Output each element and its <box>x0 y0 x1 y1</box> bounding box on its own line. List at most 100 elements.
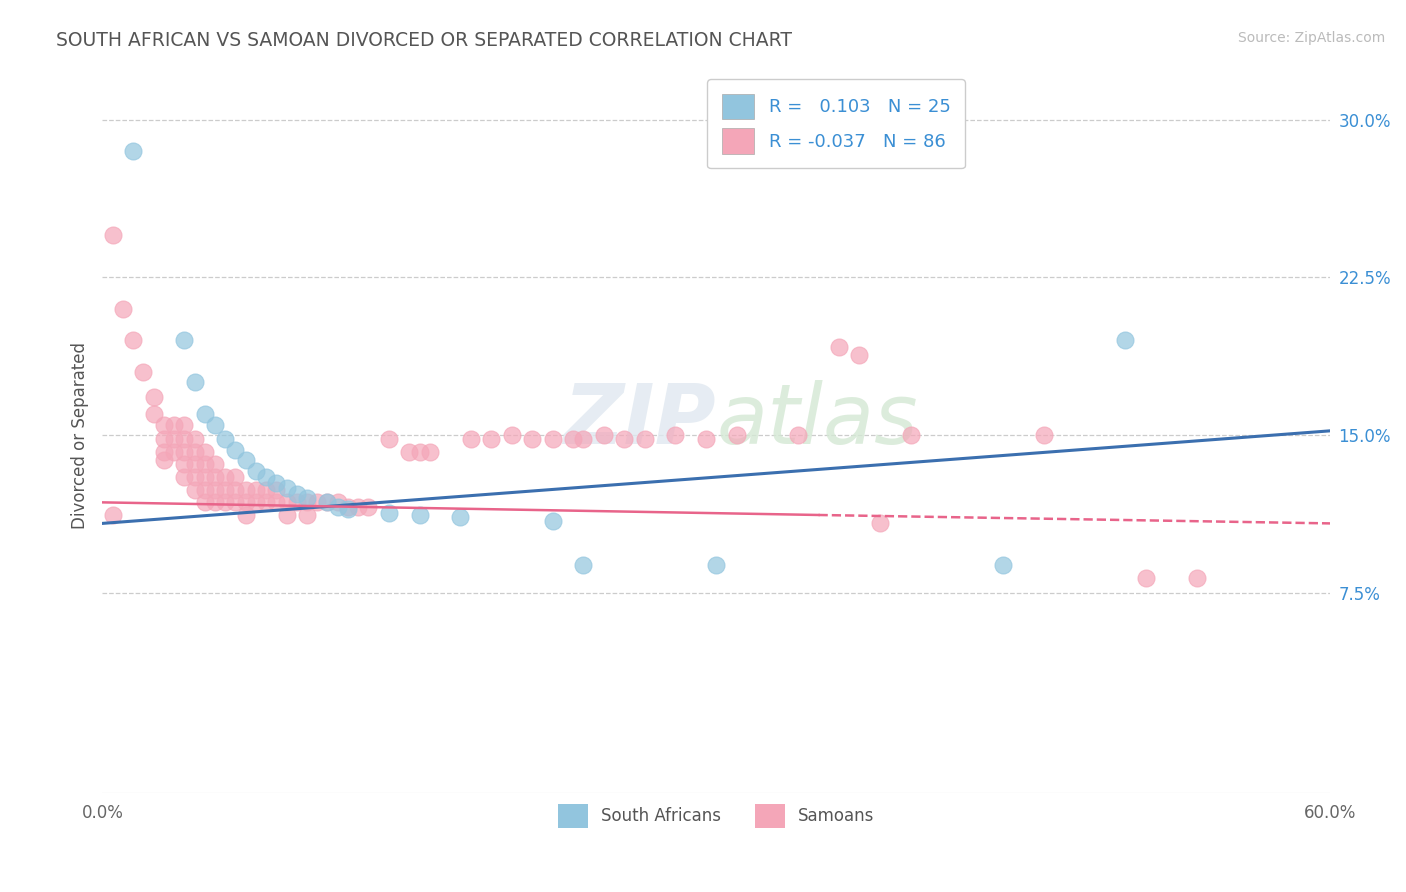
Point <box>245 495 267 509</box>
Point <box>224 495 246 509</box>
Point <box>214 483 236 497</box>
Text: ZIP: ZIP <box>564 380 716 461</box>
Point <box>204 458 226 472</box>
Point <box>163 445 186 459</box>
Point <box>183 445 205 459</box>
Point <box>142 390 165 404</box>
Point <box>122 144 145 158</box>
Point <box>285 495 308 509</box>
Point <box>153 417 176 432</box>
Point <box>101 228 124 243</box>
Point <box>541 432 564 446</box>
Point <box>204 417 226 432</box>
Point <box>991 558 1014 573</box>
Point <box>398 445 420 459</box>
Point <box>378 506 401 520</box>
Point <box>183 376 205 390</box>
Point <box>592 428 614 442</box>
Point <box>224 442 246 457</box>
Point <box>173 417 195 432</box>
Point <box>828 340 851 354</box>
Point <box>336 501 359 516</box>
Point <box>235 453 257 467</box>
Point <box>183 432 205 446</box>
Point <box>848 348 870 362</box>
Point <box>194 495 217 509</box>
Point <box>224 483 246 497</box>
Point <box>633 432 655 446</box>
Point <box>450 510 472 524</box>
Point <box>235 508 257 522</box>
Point <box>266 495 288 509</box>
Point <box>520 432 543 446</box>
Point <box>214 495 236 509</box>
Point <box>787 428 810 442</box>
Point <box>142 407 165 421</box>
Point <box>316 495 339 509</box>
Point <box>194 483 217 497</box>
Point <box>562 432 585 446</box>
Point <box>194 445 217 459</box>
Point <box>347 500 370 514</box>
Point <box>307 495 329 509</box>
Point <box>235 495 257 509</box>
Point <box>725 428 748 442</box>
Point <box>695 432 717 446</box>
Point <box>357 500 380 514</box>
Point <box>336 500 359 514</box>
Point <box>900 428 922 442</box>
Point <box>224 470 246 484</box>
Point <box>266 476 288 491</box>
Point <box>1032 428 1054 442</box>
Point <box>132 365 155 379</box>
Point <box>214 470 236 484</box>
Point <box>572 558 595 573</box>
Point <box>194 407 217 421</box>
Point <box>501 428 523 442</box>
Point <box>316 495 339 509</box>
Point <box>664 428 686 442</box>
Point <box>460 432 482 446</box>
Point <box>295 491 318 505</box>
Point <box>111 301 134 316</box>
Point <box>869 516 891 531</box>
Text: Source: ZipAtlas.com: Source: ZipAtlas.com <box>1237 31 1385 45</box>
Point <box>235 483 257 497</box>
Point <box>163 417 186 432</box>
Point <box>254 495 277 509</box>
Point <box>204 483 226 497</box>
Point <box>1135 571 1157 585</box>
Point <box>214 432 236 446</box>
Point <box>204 470 226 484</box>
Point <box>572 432 595 446</box>
Legend: South Africans, Samoans: South Africans, Samoans <box>551 797 882 834</box>
Point <box>173 432 195 446</box>
Point <box>704 558 727 573</box>
Point <box>153 445 176 459</box>
Point <box>276 495 298 509</box>
Point <box>295 495 318 509</box>
Point <box>276 508 298 522</box>
Point <box>1185 571 1208 585</box>
Point <box>419 445 441 459</box>
Point <box>245 464 267 478</box>
Point <box>204 495 226 509</box>
Point <box>326 495 349 509</box>
Point <box>408 445 430 459</box>
Point <box>194 470 217 484</box>
Point <box>163 432 186 446</box>
Y-axis label: Divorced or Separated: Divorced or Separated <box>72 342 89 529</box>
Point <box>122 334 145 348</box>
Point <box>153 453 176 467</box>
Point <box>613 432 636 446</box>
Point <box>194 458 217 472</box>
Text: SOUTH AFRICAN VS SAMOAN DIVORCED OR SEPARATED CORRELATION CHART: SOUTH AFRICAN VS SAMOAN DIVORCED OR SEPA… <box>56 31 792 50</box>
Point <box>173 458 195 472</box>
Point <box>378 432 401 446</box>
Point <box>254 470 277 484</box>
Point <box>541 514 564 528</box>
Point <box>153 432 176 446</box>
Point <box>295 508 318 522</box>
Point <box>479 432 502 446</box>
Point <box>183 470 205 484</box>
